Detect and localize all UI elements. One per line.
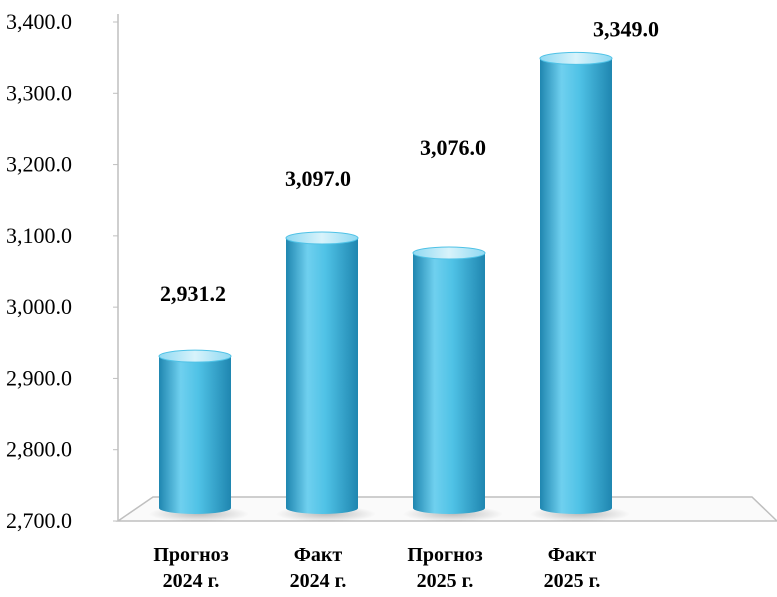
data-label: 2,931.2 [160,281,226,306]
category-label: Факт [294,544,343,566]
bar [530,51,630,522]
bars [149,51,630,522]
y-tick-label: 3,400.0 [6,9,72,34]
bar [403,246,503,522]
bar [276,231,376,522]
bar-body [286,237,358,514]
category-label: 2024 г. [290,570,347,592]
bar-body [413,252,485,515]
category-label: Факт [548,544,597,566]
category-label: Прогноз [153,544,228,566]
bar-cap [158,349,232,363]
y-axis-ticks: 2,700.0 2,800.0 2,900.0 3,000.0 3,100.0 3,200… [6,9,118,533]
y-tick-label: 2,800.0 [6,437,72,462]
data-label: 3,349.0 [593,16,659,41]
data-labels: 2,931.2 3,097.0 3,076.0 3,349.0 [160,16,659,306]
bar-body [540,58,612,514]
bar-body [159,356,231,514]
category-labels: Прогноз 2024 г. Факт 2024 г. Прогноз 2025 г. Ф… [153,544,600,592]
y-tick-label: 3,300.0 [6,80,72,105]
bar-cap [412,246,486,260]
data-label: 3,076.0 [420,135,486,160]
y-tick-label: 3,100.0 [6,223,72,248]
category-label: 2025 г. [544,570,601,592]
category-label: 2024 г. [163,570,220,592]
category-label: Прогноз [407,544,482,566]
y-tick-label: 2,900.0 [6,365,72,390]
bar-cap [539,51,613,65]
bar-cap [285,231,359,245]
bar [149,349,249,522]
category-label: 2025 г. [417,570,474,592]
data-label: 3,097.0 [285,166,351,191]
y-tick-label: 2,700.0 [6,508,72,533]
y-tick-label: 3,000.0 [6,294,72,319]
y-tick-label: 3,200.0 [6,152,72,177]
